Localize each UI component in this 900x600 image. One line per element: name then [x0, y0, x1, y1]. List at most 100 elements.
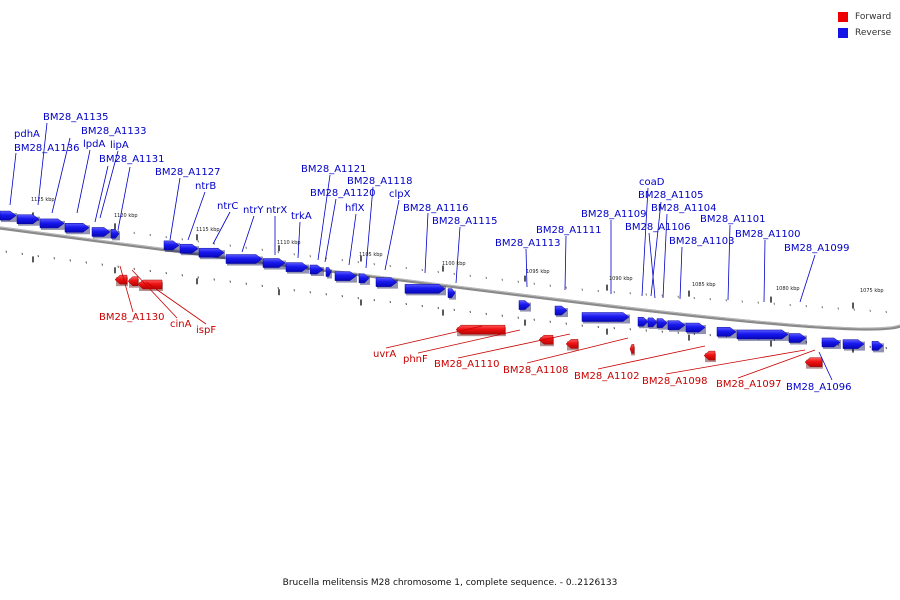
forward-gene-arrow	[703, 350, 716, 361]
gene-label[interactable]: pdhA	[14, 129, 40, 140]
scale-tick	[597, 325, 599, 329]
reverse-gene-arrow	[871, 341, 884, 351]
gene-label[interactable]: ntrX	[266, 205, 287, 216]
gene-label[interactable]: ntrB	[195, 181, 216, 192]
leader-line	[131, 269, 178, 319]
scale-tick	[373, 262, 375, 266]
scale-tick	[661, 294, 663, 297]
gene-label[interactable]: BM28_A1100	[735, 229, 801, 240]
scale-tick	[85, 261, 87, 264]
forward-gene-arrow	[538, 334, 554, 345]
reverse-gene-arrow	[285, 262, 309, 272]
scale-tick	[773, 302, 775, 305]
gene-label[interactable]: BM28_A1118	[347, 176, 413, 187]
chromosome-backbone	[0, 226, 900, 331]
scale-tick	[389, 264, 391, 268]
legend-item-reverse[interactable]: Reverse	[838, 25, 891, 40]
scale-tick	[805, 341, 807, 344]
scale-tick	[229, 280, 231, 283]
reverse-gene-arrow	[736, 329, 789, 340]
gene-label[interactable]: coaD	[639, 177, 665, 188]
scale-tick	[245, 246, 247, 249]
gene-label[interactable]: BM28_A1108	[503, 365, 569, 376]
gene-label[interactable]: BM28_A1096	[786, 382, 852, 393]
reverse-gene-arrow	[358, 273, 370, 284]
scale-tick	[149, 269, 151, 273]
scale-tick	[165, 272, 167, 275]
scale-labels: 1125 kbp 1120 kbp 1115 kbp 1110 kbp 1105…	[31, 197, 884, 294]
gene-label[interactable]: BM28_A1131	[99, 154, 165, 165]
scale-tick	[837, 307, 839, 310]
gene-label[interactable]: clpX	[389, 189, 411, 200]
scale-tick	[469, 310, 471, 313]
label-leader-lines	[9, 122, 833, 381]
legend-item-forward[interactable]: Forward	[838, 9, 891, 24]
gene-label[interactable]: hflX	[345, 203, 365, 214]
gene-label[interactable]: cinA	[170, 319, 192, 330]
gene-label[interactable]: trkA	[291, 211, 312, 222]
gene-label[interactable]: lpdA	[83, 139, 105, 150]
scale-tick	[869, 309, 871, 312]
gene-label[interactable]: BM28_A1102	[574, 371, 640, 382]
reverse-gene-arrow	[198, 247, 225, 258]
gene-label[interactable]: BM28_A1136	[14, 143, 80, 154]
scale-tick	[213, 242, 215, 245]
gene-label[interactable]: ntrC	[217, 201, 238, 212]
forward-gene-arrow	[127, 276, 139, 286]
gene-label[interactable]: BM28_A1106	[625, 222, 691, 233]
scale-tick	[421, 304, 423, 308]
scale-tick	[309, 255, 311, 258]
gene-label[interactable]: BM28_A1133	[81, 126, 147, 137]
gene-label[interactable]: BM28_A1113	[495, 238, 561, 249]
gene-label[interactable]: uvrA	[373, 349, 396, 360]
scale-tick	[149, 233, 151, 237]
leader-line	[763, 239, 766, 303]
gene-label[interactable]: BM28_A1115	[432, 216, 498, 227]
reverse-gene-arrow	[518, 300, 531, 310]
scale-tick	[389, 300, 391, 304]
sequence-caption: Brucella melitensis M28 chromosome 1, co…	[282, 578, 618, 588]
scale-tick	[133, 267, 135, 270]
gene-label[interactable]: BM28_A1120	[310, 188, 376, 199]
leader-line	[384, 199, 400, 271]
gene-label[interactable]: BM28_A1135	[43, 112, 109, 123]
gene-label[interactable]: ntrY	[243, 205, 264, 216]
forward-gene-arrow	[455, 324, 506, 335]
scale-tick	[517, 316, 519, 319]
reverse-gene-arrow	[581, 312, 630, 322]
scale-tick	[565, 322, 567, 325]
scale-tick	[277, 250, 279, 254]
leader-line	[385, 325, 483, 349]
gene-label[interactable]: BM28_A1109	[581, 209, 647, 220]
gene-label[interactable]: BM28_A1099	[784, 243, 850, 254]
gene-label[interactable]: BM28_A1105	[638, 190, 704, 201]
leader-line	[51, 137, 71, 214]
gene-label[interactable]: BM28_A1127	[155, 167, 221, 178]
reverse-gene-arrow	[842, 339, 865, 349]
leader-line	[727, 224, 731, 301]
scale-tick	[501, 314, 503, 317]
leader-line	[662, 213, 668, 299]
gene-label[interactable]: BM28_A1121	[301, 164, 367, 175]
gene-label[interactable]: phnF	[403, 354, 428, 365]
gene-label[interactable]: BM28_A1098	[642, 376, 708, 387]
scale-tick	[453, 308, 455, 312]
reverse-gene-arrow	[91, 227, 111, 237]
gene-label[interactable]: BM28_A1097	[716, 379, 782, 390]
gene-label[interactable]: ispF	[196, 325, 216, 336]
leader-line	[737, 349, 816, 379]
scale-tick	[645, 293, 647, 296]
gene-label[interactable]: BM28_A1101	[700, 214, 766, 225]
scale-tick	[437, 270, 439, 274]
gene-label[interactable]: BM28_A1116	[403, 203, 469, 214]
gene-label[interactable]: BM28_A1130	[99, 312, 165, 323]
legend: Forward Reverse	[838, 9, 891, 41]
gene-label[interactable]: BM28_A1111	[536, 225, 602, 236]
gene-label[interactable]: lipA	[110, 140, 129, 151]
scale-tick	[533, 318, 535, 321]
gene-label[interactable]: BM28_A1104	[651, 203, 717, 214]
reverse-gene-arrow	[667, 320, 686, 330]
gene-label[interactable]: BM28_A1103	[669, 236, 735, 247]
leader-line	[76, 149, 91, 214]
gene-label[interactable]: BM28_A1110	[434, 359, 500, 370]
